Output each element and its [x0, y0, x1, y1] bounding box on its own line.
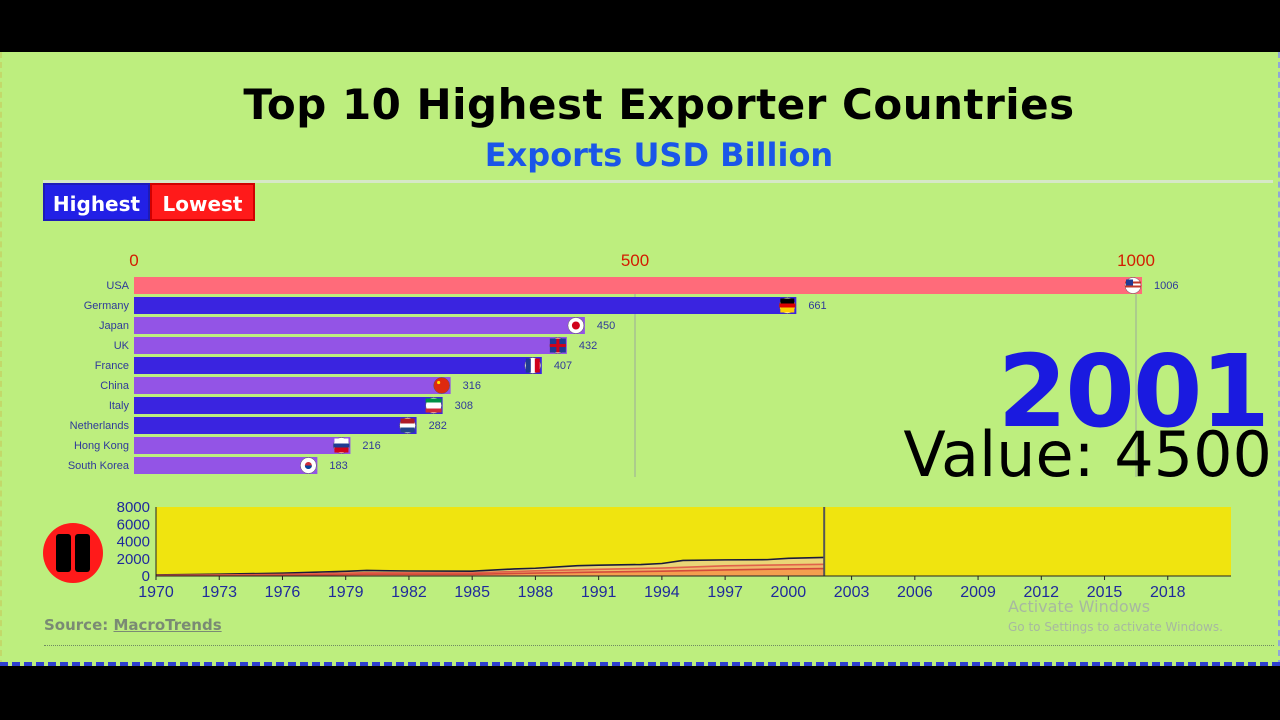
china-flag-star: [437, 380, 441, 385]
value-label-8: 216: [362, 440, 380, 452]
usa-flag-canton: [1126, 279, 1134, 286]
timeline-x-tick-5: 1985: [454, 584, 490, 601]
timeline-x-tick-8: 1994: [644, 584, 680, 601]
japan-flag-sun: [571, 321, 580, 330]
timeline-x-tick-15: 2015: [1087, 584, 1123, 601]
france-flag-band-2: [534, 358, 540, 373]
source-line: Source: MacroTrends: [44, 616, 222, 634]
timeline-line-2: [155, 567, 825, 577]
value-label-2: 450: [597, 320, 615, 332]
hong-kong-flag-band: [334, 438, 349, 444]
value-label-1: 661: [808, 300, 826, 312]
netherlands-flag-band: [400, 418, 415, 424]
italy-flag-band-2: [425, 408, 442, 413]
category-label-3: UK: [114, 340, 130, 352]
bar-5: [134, 377, 451, 394]
source-prefix: Source:: [44, 616, 109, 634]
timeline-y-tick-3: 6000: [117, 516, 150, 533]
germany-flag-band-2: [779, 303, 796, 308]
timeline-x-tick-2: 1976: [265, 584, 301, 601]
china-flag-icon: [433, 377, 450, 394]
value-label-7: 282: [429, 420, 447, 432]
category-label-7: Netherlands: [70, 420, 130, 432]
germany-flag-band-3: [780, 307, 795, 313]
timeline-x-tick-4: 1982: [391, 584, 427, 601]
category-label-6: Italy: [109, 400, 130, 412]
timeline-y-tick-4: 8000: [117, 499, 150, 516]
category-label-9: South Korea: [68, 460, 130, 472]
bar-7: [134, 417, 417, 434]
bottom-border: [0, 662, 1280, 666]
value-readout: Value: 4500: [903, 418, 1272, 491]
netherlands-flag-band-2: [400, 427, 415, 433]
category-label-4: France: [95, 360, 129, 372]
lowest-button[interactable]: Lowest: [150, 183, 255, 221]
timeline-line-1: [155, 563, 825, 577]
pause-icon: [56, 534, 71, 572]
timeline-x-tick-3: 1979: [328, 584, 364, 601]
uk-flag-cross-v: [556, 338, 560, 353]
timeline-x-tick-13: 2009: [960, 584, 996, 601]
bar-6: [134, 397, 443, 414]
timeline-y-tick-1: 2000: [117, 551, 150, 568]
bar-0: [134, 277, 1143, 294]
france-flag-band: [525, 358, 531, 373]
timeline-x-tick-10: 2000: [771, 584, 807, 601]
timeline-x-tick-6: 1988: [518, 584, 554, 601]
south-korea-flag-taeguk-2: [304, 465, 312, 469]
value-label-0: 1006: [1154, 280, 1178, 292]
timeline-x-tick-14: 2012: [1023, 584, 1059, 601]
timeline-area-2: [156, 568, 825, 576]
watermark-title: Activate Windows: [1008, 597, 1151, 616]
x-tick-label-2: 1000: [1117, 251, 1155, 270]
timeline-line-0: [155, 556, 825, 576]
timeline-y-tick-2: 4000: [117, 534, 150, 551]
bar-9: [134, 457, 318, 474]
highest-button[interactable]: Highest: [43, 183, 150, 221]
pause-icon-bar: [75, 534, 90, 572]
x-tick-label-0: 0: [129, 251, 138, 270]
bar-2: [134, 317, 585, 334]
value-label-4: 407: [554, 360, 572, 372]
chart-subtitle: Exports USD Billion: [484, 136, 834, 174]
timeline-x-tick-1: 1973: [201, 584, 237, 601]
current-year: 2001: [997, 333, 1270, 450]
germany-flag-band: [780, 298, 795, 304]
timeline-x-tick-11: 2003: [834, 584, 870, 601]
bar-3: [134, 337, 567, 354]
left-border: [0, 52, 2, 666]
category-label-0: USA: [106, 280, 129, 292]
category-label-1: Germany: [84, 300, 130, 312]
chart-title: Top 10 Highest Exporter Countries: [243, 80, 1075, 129]
timeline-x-tick-0: 1970: [138, 584, 174, 601]
source-link[interactable]: MacroTrends: [113, 616, 222, 634]
chart-stage: Top 10 Highest Exporter Countries Export…: [0, 52, 1280, 666]
bar-8: [134, 437, 351, 454]
timeline-x-tick-7: 1991: [581, 584, 617, 601]
timeline-x-tick-16: 2018: [1150, 584, 1186, 601]
timeline-x-tick-9: 1997: [707, 584, 743, 601]
category-label-5: China: [100, 380, 130, 392]
timeline-y-tick-0: 0: [142, 568, 150, 585]
x-tick-label-1: 500: [621, 251, 649, 270]
italy-flag-band: [425, 398, 442, 403]
bar-1: [134, 297, 797, 314]
timeline-x-tick-12: 2006: [897, 584, 933, 601]
chart-svg: 0 500 1000 USA 1006 Germany 661 Japan 450 UK 432 Fr…: [68, 251, 1231, 601]
category-label-2: Japan: [99, 320, 129, 332]
bar-4: [134, 357, 542, 374]
value-label-3: 432: [579, 340, 597, 352]
category-label-8: Hong Kong: [74, 440, 129, 452]
pause-button[interactable]: [43, 523, 103, 583]
header-divider: [43, 180, 1273, 183]
value-label-5: 316: [463, 380, 481, 392]
dotted-divider: [44, 645, 1274, 646]
watermark-subtitle: Go to Settings to activate Windows.: [1008, 620, 1223, 634]
hong-kong-flag-band-3: [334, 447, 349, 453]
right-border: [1278, 52, 1280, 666]
value-label-6: 308: [455, 400, 473, 412]
hong-kong-flag-band-2: [333, 443, 350, 448]
usa-flag-stripe-2: [1125, 285, 1142, 288]
value-label-9: 183: [329, 460, 347, 472]
